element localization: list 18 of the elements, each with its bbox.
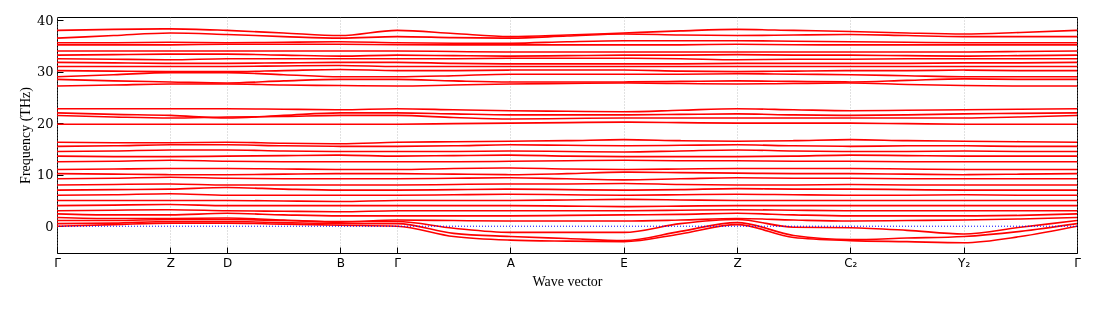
x-tick-label: Z (733, 255, 742, 270)
x-tick-label: C₂ (844, 255, 858, 270)
x-tick-label: Γ (54, 255, 62, 270)
x-tick-label: B (336, 255, 345, 270)
y-tick-label: 20 (36, 115, 54, 131)
y-tick-label: 30 (36, 64, 54, 80)
y-axis-title: Frequency (THz) (17, 86, 34, 184)
x-tick-label: Y₂ (957, 255, 971, 270)
x-tick-label: Γ (394, 255, 402, 270)
x-tick-label: D (222, 255, 233, 270)
y-tick-label: 40 (36, 12, 54, 28)
x-tick-label: E (620, 255, 628, 270)
x-tick-label: A (506, 255, 516, 270)
x-tick-label: Z (166, 255, 175, 270)
x-tick-label: Γ (1074, 255, 1082, 270)
y-tick-label: 0 (45, 218, 54, 234)
x-axis-title: Wave vector (532, 273, 603, 289)
y-tick-label: 10 (36, 167, 54, 183)
